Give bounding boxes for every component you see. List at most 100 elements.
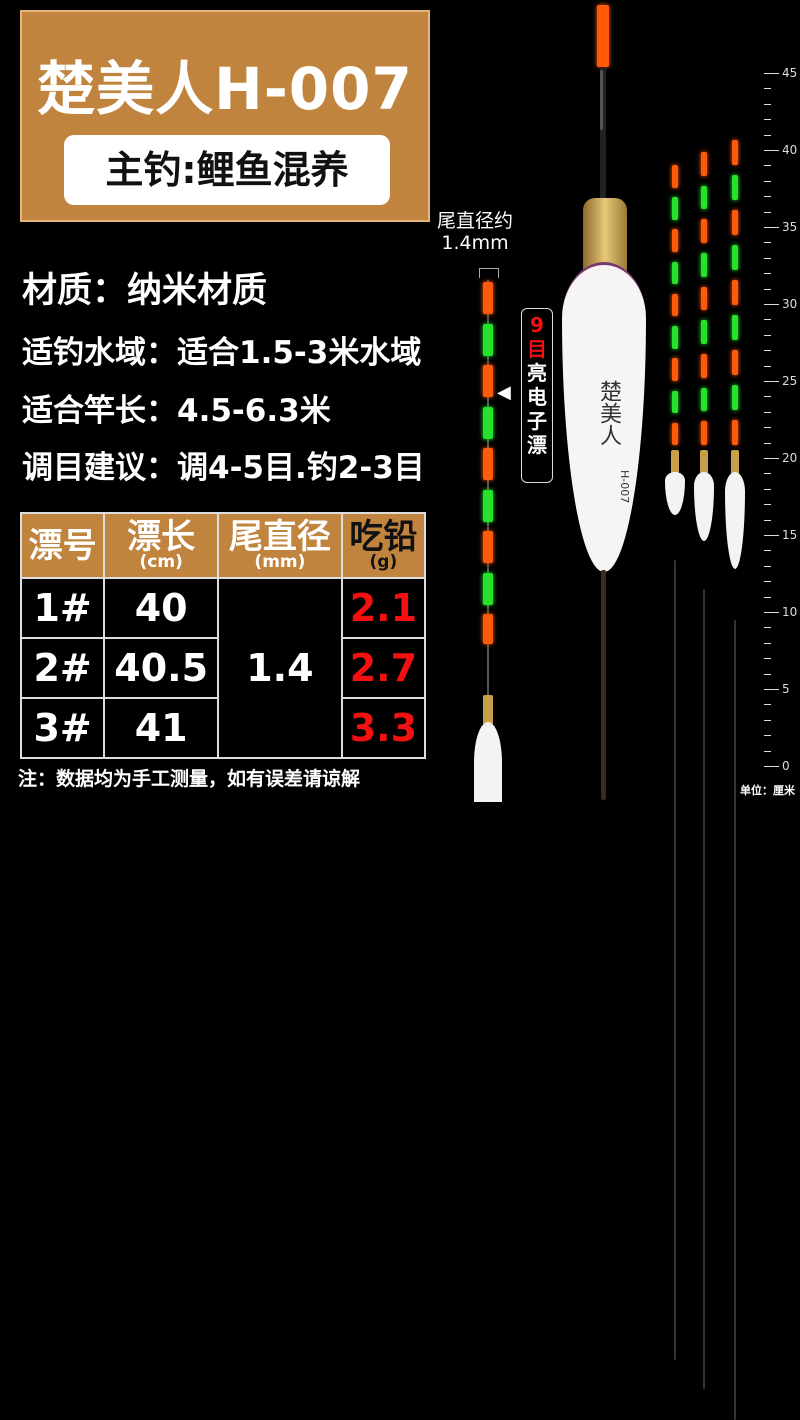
led-segment (483, 323, 493, 356)
tail-label-line2: 1.4mm (441, 232, 509, 254)
ruler-tick (764, 473, 771, 475)
gold-collar (731, 450, 739, 478)
table-row: 1# 40 1.4 2.1 (19, 577, 427, 759)
led-segment (732, 420, 738, 445)
cell-weight: 3.3 (340, 697, 427, 759)
table-row: 2# 40.5 2.7 (19, 637, 427, 699)
ruler-tick (764, 211, 771, 213)
ruler-label: 5 (782, 682, 790, 696)
ruler-tick (764, 535, 779, 536)
led-segment (732, 315, 738, 340)
cell-no: 1# (19, 577, 106, 639)
ruler-tick (764, 719, 771, 721)
badge-count: 9 (530, 313, 544, 337)
led-segment (701, 421, 707, 445)
ruler-tick (764, 180, 771, 182)
ruler-label: 20 (782, 451, 798, 465)
ruler-tick (764, 673, 771, 675)
float-stem (734, 620, 736, 1420)
ruler-tick (764, 442, 771, 444)
led-segment (672, 165, 678, 188)
ruler-tick (764, 596, 771, 598)
ruler-tick (764, 350, 771, 352)
ruler-tick (764, 519, 771, 521)
target-fish-label: 主钓:鲤鱼混养 (64, 135, 390, 205)
led-segment (701, 152, 707, 176)
ruler-unit: 单位：厘米 (740, 784, 795, 797)
spec-rod: 适合竿长：4.5-6.3米 (22, 393, 331, 429)
col-header: 吃铅 (g) (340, 512, 427, 579)
led-segment (732, 210, 738, 235)
main-antenna (600, 67, 606, 202)
ruler-tick (764, 304, 779, 305)
led-segment (701, 387, 707, 412)
ruler-tick (764, 550, 771, 552)
spec-material: 材质：纳米材质 (22, 271, 268, 311)
ruler-tick (764, 165, 771, 167)
cell-length: 41 (103, 697, 220, 759)
title-banner: 楚美人H-007 主钓:鲤鱼混养 (20, 10, 430, 222)
ruler-tick (764, 396, 771, 398)
ruler-tick (764, 227, 779, 228)
ruler-tick (764, 627, 771, 629)
ruler-tick (764, 427, 771, 429)
table-row: 3# 41 3.3 (19, 697, 427, 759)
led-segment (483, 531, 493, 563)
ruler-tick (764, 381, 779, 382)
led-segment (483, 572, 493, 605)
float-body (474, 722, 502, 802)
ruler-label: 45 (782, 66, 798, 80)
ruler-tick (764, 750, 771, 752)
ruler-tick (764, 288, 771, 290)
badge-text: 子 (527, 409, 547, 433)
gold-collar (483, 695, 493, 725)
cell-weight: 2.7 (340, 637, 427, 699)
led-count-badge: 9 目 亮 电 子 漂 (521, 308, 553, 483)
arrow-left-icon: ◀ (497, 382, 511, 403)
tail-diameter-label: 尾直径约 1.4mm (437, 210, 513, 254)
led-segment (483, 489, 493, 522)
ruler-tick (764, 150, 779, 151)
led-segment (672, 390, 678, 414)
table-header-row: 漂号 漂长 (cm) 尾直径 (mm) 吃铅 (g) (19, 512, 427, 579)
ruler-tick (764, 134, 771, 136)
ruler-tick (764, 319, 771, 321)
cell-no: 2# (19, 637, 106, 699)
spec-table: 漂号 漂长 (cm) 尾直径 (mm) 吃铅 (g) 1# 40 1.4 2.1 2# 40.… (19, 512, 427, 759)
led-segment (483, 365, 493, 397)
body-model-print: H-007 (618, 470, 631, 504)
ruler-tick (764, 504, 771, 506)
led-segment (732, 385, 738, 410)
led-segment (732, 245, 738, 270)
led-segment (483, 448, 493, 480)
ruler-label: 40 (782, 143, 798, 157)
led-segment (701, 185, 707, 210)
badge-text: 电 (527, 385, 547, 409)
cell-diameter: 1.4 (217, 577, 343, 759)
led-segment (732, 140, 738, 165)
badge-unit: 目 (527, 337, 547, 361)
product-title: 楚美人H-007 (37, 55, 413, 123)
body-brand-print: 楚美人 (596, 380, 621, 446)
led-segment (732, 175, 738, 200)
cell-weight: 2.1 (340, 577, 427, 639)
col-header: 漂长 (cm) (103, 512, 220, 579)
ruler-tick (764, 488, 771, 490)
ruler-tick (764, 103, 771, 105)
tail-label-line1: 尾直径约 (437, 210, 514, 232)
ruler-tick (764, 242, 771, 244)
led-segment (701, 253, 707, 277)
ruler-tick (764, 565, 771, 567)
disclaimer-note: 注：数据均为手工测量，如有误差请谅解 (18, 768, 361, 790)
spec-water: 适钓水域：适合1.5-3米水域 (22, 335, 422, 371)
ruler-tick (764, 88, 771, 90)
ruler-tick (764, 73, 779, 74)
ruler-tick (764, 334, 771, 336)
ruler-tick (764, 458, 779, 459)
led-segment (672, 326, 678, 349)
led-segment (672, 293, 678, 317)
cell-no: 3# (19, 697, 106, 759)
ruler-label: 30 (782, 297, 798, 311)
ruler-tick (764, 642, 771, 644)
spec-tuning: 调目建议：调4-5目.钓2-3目 (22, 450, 425, 486)
